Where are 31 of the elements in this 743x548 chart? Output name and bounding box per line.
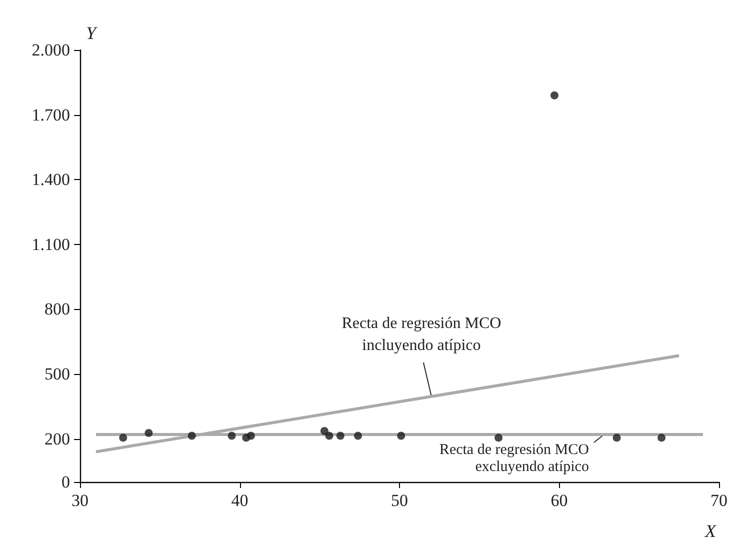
x-tick-label: 50 (391, 491, 408, 510)
y-tick-label: 2.000 (32, 40, 70, 60)
point (228, 432, 236, 440)
x-tick-label: 40 (231, 491, 248, 510)
y-tick-label: 0 (62, 472, 70, 492)
x-tick-label: 60 (550, 491, 568, 510)
annotation: Recta de regresión MCO excluyendo atípico (439, 442, 590, 475)
point (550, 91, 558, 100)
point (188, 432, 196, 440)
x-tick-label: 70 (710, 491, 728, 510)
point (246, 432, 255, 440)
y-tick-label: 500 (44, 364, 70, 384)
point (494, 434, 503, 442)
point (320, 427, 328, 436)
y-tick-label: 1.400 (32, 170, 70, 190)
y-tick-label: 1.700 (32, 105, 70, 124)
point (354, 432, 362, 440)
annotation: Recta de regresión MCO incluyendo atípico (342, 314, 502, 354)
x-axis-title: X (704, 521, 717, 541)
point (658, 434, 666, 442)
point (336, 432, 344, 440)
point (397, 432, 406, 440)
y-tick-label: 800 (44, 300, 70, 319)
point (325, 432, 334, 440)
y-tick-label: 1.100 (32, 234, 70, 254)
point (119, 434, 128, 442)
point (144, 428, 153, 437)
x-tick-label: 30 (72, 491, 88, 510)
point (612, 434, 621, 442)
y-tick-label: 200 (44, 429, 70, 448)
y-axis-title: Y (86, 23, 98, 43)
